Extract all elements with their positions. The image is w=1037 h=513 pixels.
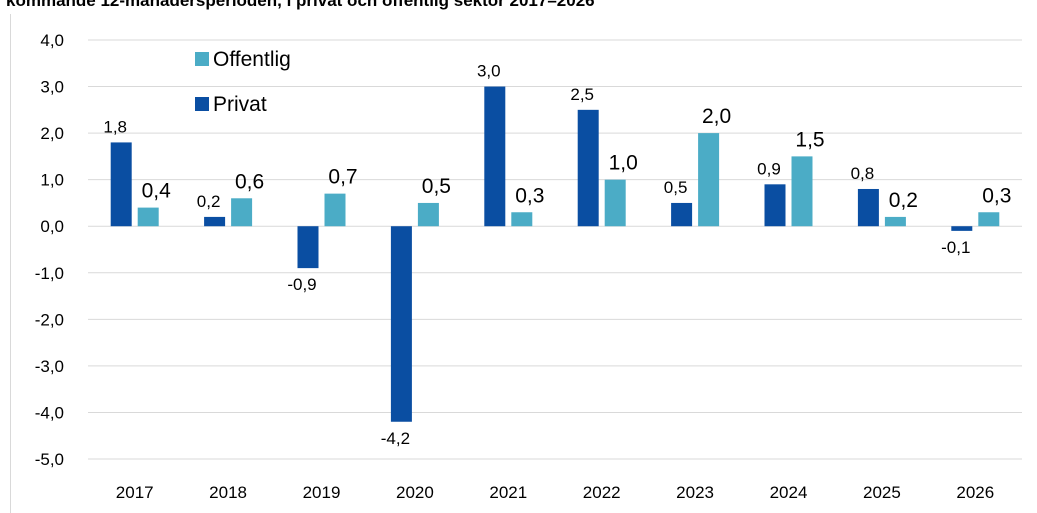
bar [511, 212, 533, 227]
legend-label: Offentlig [213, 48, 291, 71]
legend-label: Privat [213, 93, 267, 116]
data-label: 0,2 [197, 192, 221, 211]
y-tick-label: 4,0 [40, 31, 64, 50]
x-tick-label: 2020 [396, 483, 434, 502]
bar [604, 179, 626, 227]
legend-swatch [195, 52, 209, 66]
x-tick-label: 2022 [583, 483, 621, 502]
y-tick-label: 1,0 [40, 171, 64, 190]
legend-swatch [195, 97, 209, 111]
data-label: 0,5 [664, 178, 688, 197]
bar [671, 202, 693, 227]
x-tick-label: 2024 [770, 483, 808, 502]
y-tick-label: 3,0 [40, 78, 64, 97]
data-label: 3,0 [477, 62, 501, 81]
x-tick-label: 2017 [116, 483, 154, 502]
bar [204, 216, 226, 227]
bar [857, 188, 879, 227]
y-tick-label: -4,0 [35, 403, 64, 422]
data-label: 0,5 [422, 175, 451, 198]
bar [137, 207, 159, 227]
x-tick-label: 2019 [303, 483, 341, 502]
x-tick-label: 2026 [956, 483, 994, 502]
bar [764, 184, 786, 227]
x-tick-label: 2023 [676, 483, 714, 502]
data-label: 0,9 [757, 159, 781, 178]
y-tick-label: 0,0 [40, 217, 64, 236]
data-label: 0,7 [328, 166, 357, 189]
bar [231, 198, 253, 227]
y-tick-label: -1,0 [35, 264, 64, 283]
data-label: -0,1 [941, 238, 970, 257]
y-tick-label: -5,0 [35, 450, 64, 469]
bar [297, 226, 319, 269]
data-label: -4,2 [381, 429, 410, 448]
data-label: 0,3 [515, 184, 544, 207]
y-tick-label: 2,0 [40, 124, 64, 143]
data-label: 0,3 [982, 184, 1011, 207]
data-label: 1,8 [103, 117, 127, 136]
bar [884, 216, 906, 227]
data-label: 1,5 [795, 128, 824, 151]
bar [110, 142, 132, 227]
bar [417, 202, 439, 227]
bar [484, 86, 506, 227]
x-tick-label: 2018 [209, 483, 247, 502]
bar [978, 212, 1000, 227]
data-label: 2,5 [570, 85, 594, 104]
bar [324, 193, 346, 227]
bar [791, 156, 813, 227]
data-label: 0,8 [851, 164, 875, 183]
y-tick-label: -3,0 [35, 357, 64, 376]
bar [390, 226, 412, 422]
data-label: -0,9 [287, 275, 316, 294]
data-label: 0,2 [889, 189, 918, 212]
chart-title: kommande 12-månadersperioden, i privat o… [6, 0, 595, 10]
data-label: 0,4 [142, 180, 172, 203]
bar [698, 133, 720, 227]
x-tick-label: 2025 [863, 483, 901, 502]
bar [951, 226, 973, 231]
x-tick-label: 2021 [489, 483, 527, 502]
data-label: 0,6 [235, 170, 264, 193]
bar [577, 109, 599, 227]
data-label: 1,0 [609, 152, 638, 175]
y-tick-label: -2,0 [35, 310, 64, 329]
data-label: 2,0 [702, 105, 731, 128]
